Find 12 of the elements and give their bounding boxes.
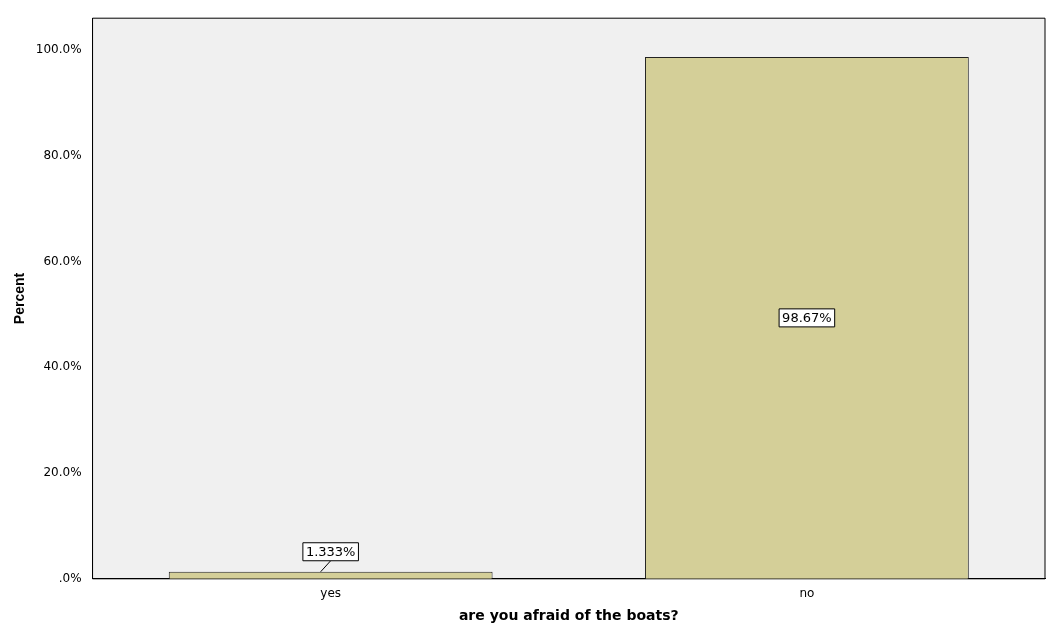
x-tick-label: no bbox=[799, 586, 815, 601]
x-axis-title: are you afraid of the boats? bbox=[458, 607, 679, 624]
y-tick-label: 20.0% bbox=[43, 465, 82, 480]
y-tick-label: 60.0% bbox=[43, 253, 82, 268]
data-label: 98.67% bbox=[782, 310, 832, 326]
y-axis-title: Percent bbox=[11, 272, 28, 325]
x-tick-label: yes bbox=[320, 586, 342, 601]
y-tick-label: 100.0% bbox=[35, 42, 82, 57]
y-tick-label: 80.0% bbox=[43, 147, 82, 162]
y-tick-label: .0% bbox=[58, 570, 82, 585]
y-tick-label: 40.0% bbox=[43, 359, 82, 374]
data-label: 1.333% bbox=[305, 544, 356, 560]
